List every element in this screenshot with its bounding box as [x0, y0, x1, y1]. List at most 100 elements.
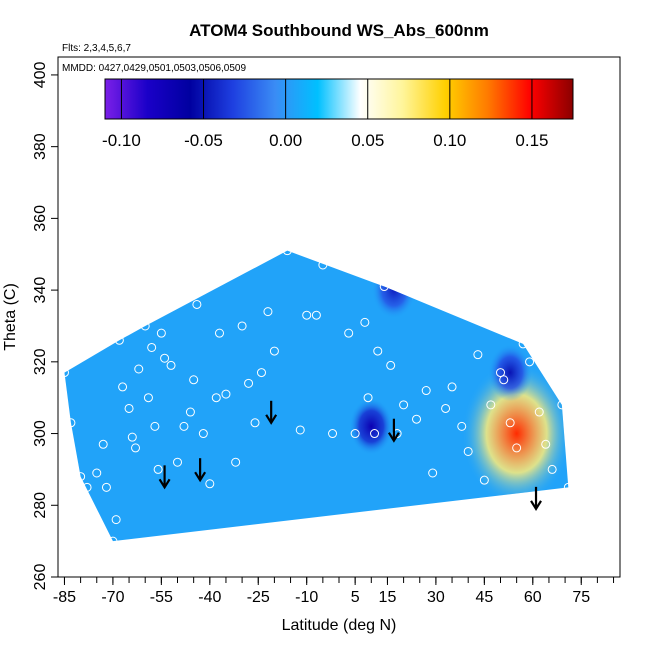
sample-point: [350, 429, 360, 439]
x-tick-label: -25: [247, 589, 270, 606]
y-tick-label: 400: [32, 61, 49, 88]
sample-point: [428, 468, 438, 478]
sample-point: [134, 364, 144, 374]
x-axis-label: Latitude (deg N): [282, 617, 397, 634]
sample-point: [563, 482, 573, 492]
hotspot: [488, 343, 533, 402]
sample-point: [118, 382, 128, 392]
sample-point: [173, 457, 183, 467]
sample-point: [457, 421, 467, 431]
sample-point: [318, 260, 328, 270]
colorbar-tick-label: -0.05: [184, 131, 223, 150]
x-tick-label: -70: [101, 589, 124, 606]
sample-point: [541, 439, 551, 449]
sample-point: [127, 432, 137, 442]
flights-annotation: Flts: 2,3,4,5,6,7: [62, 43, 131, 54]
sample-point: [256, 368, 266, 378]
arrow-markers: [158, 400, 542, 511]
sample-point: [140, 321, 150, 331]
arrow-marker: [387, 418, 400, 443]
sample-point: [205, 479, 215, 489]
sample-points: [59, 246, 573, 546]
sample-point: [76, 472, 86, 482]
chart-title: ATOM4 Southbound WS_Abs_600nm: [189, 21, 489, 40]
sample-point: [512, 443, 522, 453]
hotspot: [371, 261, 416, 319]
sample-point: [379, 282, 389, 292]
colorbar-tick-label: 0.10: [433, 131, 466, 150]
y-tick-label: 340: [32, 277, 49, 304]
x-tick-label: 45: [475, 589, 493, 606]
x-tick-label: -10: [295, 589, 318, 606]
sample-point: [344, 328, 354, 338]
sample-point: [114, 335, 124, 345]
y-tick-label: 260: [32, 564, 49, 591]
sample-point: [192, 299, 202, 309]
sample-point: [370, 429, 380, 439]
dates-annotation: MMDD: 0427,0429,0501,0503,0506,0509: [62, 63, 246, 74]
sample-point: [518, 339, 528, 349]
y-tick-label: 320: [32, 348, 49, 375]
sample-point: [269, 346, 279, 356]
sample-point: [124, 403, 134, 413]
sample-point: [82, 482, 92, 492]
y-tick-label: 380: [32, 133, 49, 160]
sample-point: [525, 357, 535, 367]
sample-point: [101, 482, 111, 492]
sample-point: [221, 389, 231, 399]
x-tick-label: -55: [150, 589, 173, 606]
sample-point: [557, 400, 567, 410]
sample-point: [421, 386, 431, 396]
sample-point: [214, 328, 224, 338]
sample-point: [156, 328, 166, 338]
sample-point: [505, 418, 515, 428]
sample-point: [282, 246, 292, 256]
sample-point: [302, 310, 312, 320]
sample-point: [295, 425, 305, 435]
sample-point: [534, 407, 544, 417]
sample-point: [373, 346, 383, 356]
sample-point: [547, 464, 557, 474]
x-tick-label: -85: [53, 589, 76, 606]
sample-point: [441, 403, 451, 413]
colorbar-tick-label: 0.00: [269, 131, 302, 150]
sample-point: [237, 321, 247, 331]
sample-point: [311, 310, 321, 320]
sample-point: [189, 375, 199, 385]
sample-point: [463, 446, 473, 456]
x-axis: -85 -70 -55 -40 -25 -10 5 15 30 45 60 75: [53, 577, 615, 606]
sample-point: [263, 307, 273, 317]
colorbar-tick-label: -0.10: [102, 131, 141, 150]
sample-point: [98, 439, 108, 449]
sample-point: [231, 457, 241, 467]
arrow-marker: [530, 486, 542, 511]
colorbar: -0.10 -0.05 0.00 0.05 0.10 0.15: [102, 78, 574, 150]
sample-point: [59, 368, 69, 378]
sample-point: [486, 400, 496, 410]
x-tick-label: 15: [379, 589, 397, 606]
x-tick-label: 60: [524, 589, 542, 606]
sample-point: [473, 350, 483, 360]
sample-point: [143, 393, 153, 403]
sample-point: [386, 360, 396, 370]
hotspot: [349, 397, 394, 455]
sample-point: [153, 464, 163, 474]
arrow-marker: [194, 458, 207, 483]
sample-point: [108, 536, 118, 546]
sample-point: [160, 353, 170, 363]
x-tick-label: 75: [572, 589, 590, 606]
sample-point: [131, 443, 141, 453]
sample-point: [66, 418, 76, 428]
sample-point: [166, 360, 176, 370]
x-tick-label: 30: [427, 589, 445, 606]
sample-point: [495, 368, 505, 378]
sample-point: [479, 475, 489, 485]
colorbar-tick-label: 0.15: [515, 131, 548, 150]
y-tick-label: 280: [32, 492, 49, 519]
sample-point: [412, 414, 422, 424]
y-tick-label: 360: [32, 205, 49, 232]
sample-point: [399, 400, 409, 410]
colorbar-gradient: [104, 78, 574, 120]
y-tick-label: 300: [32, 420, 49, 447]
